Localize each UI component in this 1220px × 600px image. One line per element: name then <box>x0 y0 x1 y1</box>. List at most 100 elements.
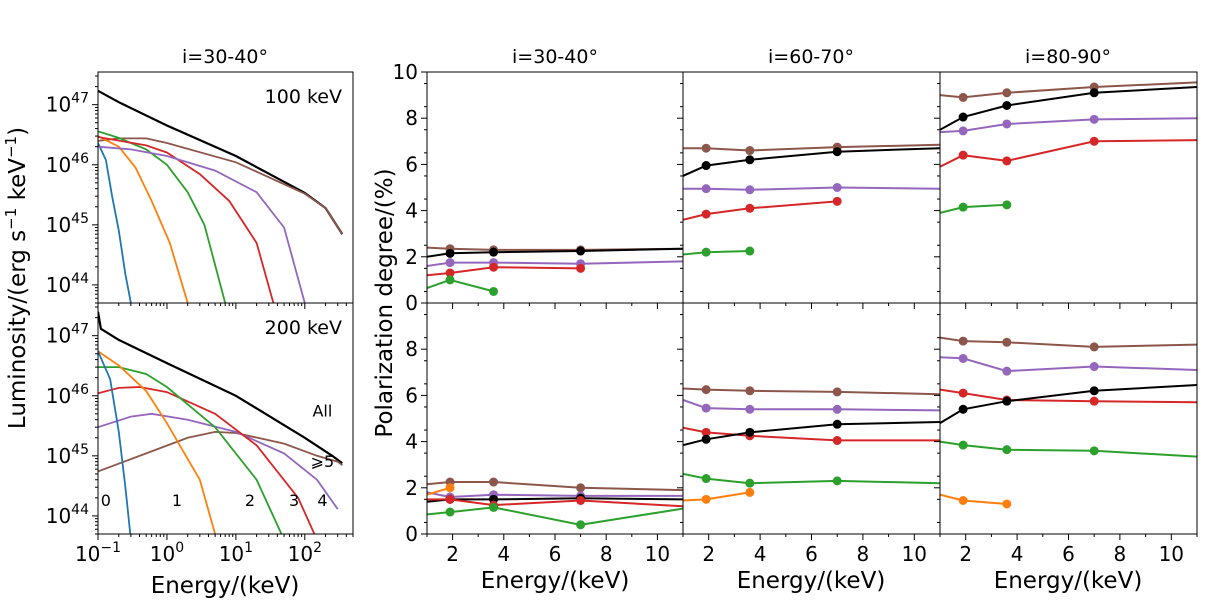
pol-marker-4 <box>701 403 711 413</box>
y-tick-label: 1045 <box>46 211 89 237</box>
panel-label-100kev: 100 keV <box>265 86 342 108</box>
pol-x-tick-label: 4 <box>1011 542 1024 566</box>
pol-x-tick-label: 6 <box>549 542 562 566</box>
spectrum-line-all <box>98 311 343 465</box>
pol-marker-4 <box>1089 114 1099 124</box>
pol-y-tick-label: 4 <box>405 430 418 454</box>
pol-marker-all <box>745 155 755 165</box>
pol-marker-2 <box>576 520 586 530</box>
pol-marker-5 <box>958 92 968 102</box>
pol-marker-4 <box>745 185 755 195</box>
pol-marker-all <box>745 427 755 437</box>
spectrum-line-1 <box>98 135 189 303</box>
pol-marker-all <box>1089 386 1099 396</box>
pol-marker-5 <box>1002 88 1012 98</box>
pol-marker-2 <box>489 286 499 296</box>
pol-x-tick-label: 10 <box>1159 542 1184 566</box>
pol-title-80-90: i=80-90° <box>1025 46 1111 68</box>
pol-y-tick-label: 8 <box>405 106 418 130</box>
pol-marker-3 <box>745 203 755 213</box>
pol-marker-5 <box>1002 337 1012 347</box>
spectrum-line-3 <box>98 136 275 303</box>
pol-marker-all <box>1002 396 1012 406</box>
luminosity-axis-label: Luminosity/(erg s−1 keV−1) <box>2 127 31 429</box>
pol-marker-all <box>1089 88 1099 98</box>
pol-panel-1-1 <box>683 385 940 504</box>
curve-label: 0 <box>101 491 111 510</box>
pol-marker-3 <box>1002 156 1012 166</box>
pol-x-tick-label: 8 <box>1114 542 1127 566</box>
pol-y-tick-label: 8 <box>405 337 418 361</box>
pol-marker-1 <box>745 487 755 497</box>
pol-x-tick-label: 4 <box>754 542 767 566</box>
pol-x-tick-label: 10 <box>902 542 927 566</box>
pol-marker-1 <box>1002 499 1012 509</box>
pol-marker-all <box>1002 100 1012 110</box>
pol-marker-3 <box>1089 396 1099 406</box>
x-axis-label-pol-2: Energy/(keV) <box>737 568 886 594</box>
pol-y-tick-label: 6 <box>405 383 418 407</box>
spectrum-line-4 <box>98 412 339 510</box>
y-tick-label: 1047 <box>46 91 89 117</box>
pol-x-tick-label: 2 <box>446 542 459 566</box>
spectrum-line-5 <box>98 137 344 235</box>
pol-marker-1 <box>958 496 968 506</box>
x-tick-label: 101 <box>219 540 253 566</box>
spectrum-line-2 <box>98 366 283 534</box>
pol-marker-3 <box>445 494 455 504</box>
pol-marker-3 <box>701 209 711 219</box>
pol-y-tick-label: 0 <box>405 522 418 546</box>
pol-marker-all <box>445 248 455 258</box>
left-column-title: i=30-40° <box>182 46 268 68</box>
curve-label: ⩾5 <box>311 452 335 471</box>
pol-marker-3 <box>489 262 499 272</box>
pol-marker-all <box>701 161 711 171</box>
curve-label: 1 <box>172 491 182 510</box>
pol-marker-4 <box>1002 119 1012 129</box>
pol-marker-4 <box>745 404 755 414</box>
curve-label: 4 <box>317 491 327 510</box>
pol-marker-2 <box>958 202 968 212</box>
pol-panel-0-2 <box>940 81 1197 214</box>
pol-marker-3 <box>832 435 842 445</box>
pol-marker-2 <box>745 478 755 488</box>
pol-y-tick-label: 0 <box>405 291 418 315</box>
pol-marker-2 <box>489 502 499 512</box>
pol-x-tick-label: 8 <box>600 542 613 566</box>
y-tick-label: 1044 <box>46 502 89 528</box>
pol-marker-2 <box>832 476 842 486</box>
pol-x-tick-label: 2 <box>702 542 715 566</box>
pol-marker-4 <box>832 183 842 192</box>
pol-marker-2 <box>701 247 711 257</box>
pol-marker-3 <box>576 263 586 273</box>
polarization-axis-label: Polarization degree/(%) <box>372 168 398 437</box>
pol-y-tick-label: 2 <box>405 476 418 500</box>
spectra-panel-1 <box>98 311 343 534</box>
y-tick-label: 1047 <box>46 322 89 348</box>
pol-marker-2 <box>958 440 968 450</box>
spectrum-line-0 <box>98 350 132 534</box>
pol-x-tick-label: 2 <box>959 542 972 566</box>
spectrum-line-2 <box>98 130 227 303</box>
pol-marker-2 <box>1002 445 1012 455</box>
pol-marker-1 <box>445 483 455 493</box>
pol-line-3 <box>683 200 838 221</box>
pol-marker-5 <box>489 477 499 487</box>
pol-marker-4 <box>958 353 968 363</box>
curve-label: 3 <box>289 491 299 510</box>
pol-marker-3 <box>958 150 968 160</box>
pol-marker-5 <box>958 336 968 346</box>
pol-panel-0-1 <box>683 142 940 257</box>
pol-title-30-40: i=30-40° <box>512 46 598 68</box>
pol-marker-1 <box>701 494 711 504</box>
x-tick-label: 10−1 <box>75 540 121 566</box>
pol-marker-4 <box>1002 366 1012 376</box>
pol-y-tick-label: 10 <box>393 60 418 84</box>
pol-title-60-70: i=60-70° <box>768 46 854 68</box>
pol-marker-4 <box>1089 362 1099 372</box>
pol-x-tick-label: 6 <box>805 542 818 566</box>
pol-marker-all <box>832 419 842 429</box>
y-tick-label: 1044 <box>46 271 89 297</box>
